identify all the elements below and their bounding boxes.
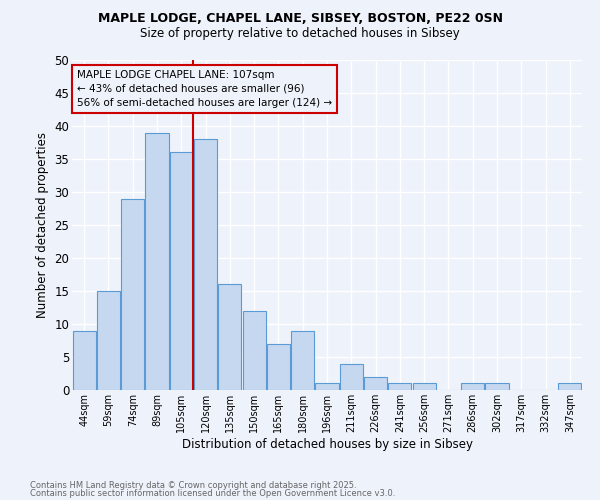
- Bar: [145, 132, 169, 390]
- Bar: [316, 384, 338, 390]
- Bar: [485, 384, 509, 390]
- Bar: [388, 384, 412, 390]
- Bar: [461, 384, 484, 390]
- Bar: [291, 330, 314, 390]
- Y-axis label: Number of detached properties: Number of detached properties: [36, 132, 49, 318]
- Bar: [218, 284, 241, 390]
- Text: Size of property relative to detached houses in Sibsey: Size of property relative to detached ho…: [140, 28, 460, 40]
- Bar: [267, 344, 290, 390]
- Text: MAPLE LODGE, CHAPEL LANE, SIBSEY, BOSTON, PE22 0SN: MAPLE LODGE, CHAPEL LANE, SIBSEY, BOSTON…: [97, 12, 503, 26]
- Bar: [364, 377, 387, 390]
- Bar: [559, 384, 581, 390]
- Bar: [340, 364, 363, 390]
- Bar: [97, 291, 120, 390]
- Bar: [73, 330, 95, 390]
- Bar: [194, 139, 217, 390]
- Text: MAPLE LODGE CHAPEL LANE: 107sqm
← 43% of detached houses are smaller (96)
56% of: MAPLE LODGE CHAPEL LANE: 107sqm ← 43% of…: [77, 70, 332, 108]
- Bar: [121, 198, 144, 390]
- Bar: [413, 384, 436, 390]
- Bar: [170, 152, 193, 390]
- Text: Contains HM Land Registry data © Crown copyright and database right 2025.: Contains HM Land Registry data © Crown c…: [30, 481, 356, 490]
- X-axis label: Distribution of detached houses by size in Sibsey: Distribution of detached houses by size …: [182, 438, 473, 450]
- Bar: [242, 311, 266, 390]
- Text: Contains public sector information licensed under the Open Government Licence v3: Contains public sector information licen…: [30, 488, 395, 498]
